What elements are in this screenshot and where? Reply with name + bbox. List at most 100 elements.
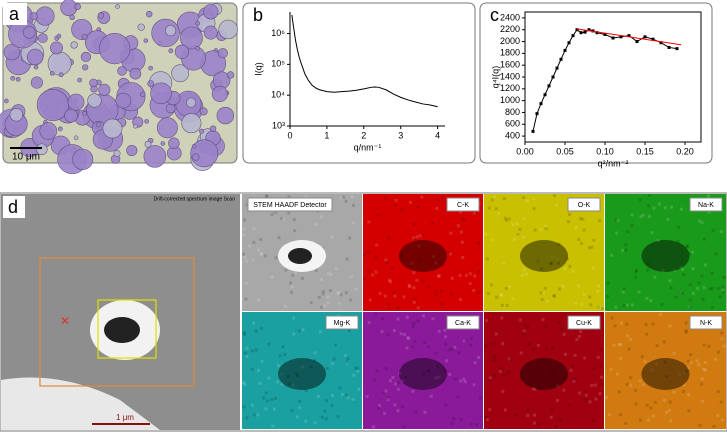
map-background (605, 194, 726, 311)
map-noise (492, 358, 496, 362)
map-noise (652, 206, 656, 210)
map-noise (383, 411, 387, 415)
map-noise (393, 403, 397, 407)
map-noise (365, 395, 369, 399)
map-noise (248, 244, 252, 248)
point (543, 93, 547, 97)
map-noise (477, 241, 481, 245)
map-noise (702, 343, 706, 347)
vesicle (199, 128, 205, 134)
vesicle (216, 106, 235, 125)
sem-image: ✕ 1 μm Drift-corrected spectrum image Sc… (1, 194, 240, 430)
map-noise (697, 281, 701, 285)
map-noise (397, 381, 401, 385)
map-noise (384, 196, 388, 200)
map-noise (459, 379, 463, 383)
map-noise (440, 302, 444, 306)
map-noise (703, 263, 707, 267)
map-noise (448, 252, 452, 256)
map-background (363, 312, 483, 429)
map-noise (721, 285, 725, 289)
map-noise (688, 283, 692, 287)
point (567, 41, 571, 45)
map-noise (574, 301, 578, 305)
map-noise (245, 355, 249, 359)
map-noise (403, 332, 407, 336)
point (627, 34, 631, 38)
map-noise (388, 379, 392, 383)
map-noise (574, 225, 578, 229)
map-noise (527, 342, 531, 346)
map-noise (631, 303, 635, 307)
panel-label: a (9, 4, 20, 24)
map-noise (415, 278, 419, 282)
vesicle (81, 33, 88, 40)
map-noise (688, 305, 692, 309)
map-noise (259, 237, 263, 241)
map-noise (682, 272, 686, 276)
map-noise (540, 298, 544, 302)
map-noise (716, 389, 720, 393)
map-noise (257, 248, 261, 252)
map-background (363, 194, 483, 311)
map-noise (290, 285, 294, 289)
map-noise (492, 195, 496, 199)
map-noise (554, 425, 558, 429)
map-noise (414, 410, 418, 414)
map-noise (582, 293, 586, 297)
map-noise (340, 393, 344, 397)
map-noise (470, 422, 474, 426)
map-noise (281, 217, 285, 221)
vesicle (148, 65, 153, 71)
map-noise (500, 316, 504, 320)
map-noise (402, 425, 406, 429)
map-noise (645, 296, 649, 300)
vesicle (37, 33, 48, 44)
map-noise (276, 364, 280, 368)
map-noise (488, 378, 492, 382)
map-noise (497, 212, 501, 216)
map-noise (549, 415, 553, 419)
map-noise (627, 347, 631, 351)
map-noise (599, 364, 603, 368)
map-noise (354, 366, 358, 370)
vesicle (226, 71, 235, 79)
point (619, 35, 623, 39)
y-tick-label: 800 (505, 107, 520, 117)
map-noise (630, 213, 634, 217)
map-noise (532, 207, 536, 211)
map-noise (443, 342, 447, 346)
map-noise (491, 238, 495, 242)
vesicle (35, 6, 55, 26)
map-noise (295, 374, 299, 378)
map-noise (656, 239, 660, 243)
map-noise (336, 291, 340, 295)
map-noise (522, 268, 526, 272)
map-noise (493, 374, 497, 378)
map-noise (460, 217, 464, 221)
panel-label: d (8, 197, 18, 217)
map-noise (320, 415, 324, 419)
map-noise (619, 342, 623, 346)
map-noise (242, 227, 246, 231)
map-noise (427, 369, 431, 373)
map-noise (605, 396, 609, 400)
map-noise (393, 294, 397, 298)
map-noise (468, 272, 472, 276)
y-tick-label: 2000 (500, 36, 520, 46)
map-noise (487, 206, 491, 210)
map-noise (405, 346, 409, 350)
map-noise (436, 364, 440, 368)
map-noise (522, 217, 526, 221)
map-noise (325, 367, 329, 371)
x-tick-label: 1 (324, 130, 329, 140)
map-noise (526, 413, 530, 417)
map-noise (298, 399, 302, 403)
vesicle (33, 64, 39, 70)
map-noise (633, 388, 637, 392)
map-noise (324, 417, 328, 421)
map-noise (577, 237, 581, 241)
map-label: Na-K (698, 202, 714, 209)
point (539, 102, 543, 106)
map-noise (571, 364, 575, 368)
